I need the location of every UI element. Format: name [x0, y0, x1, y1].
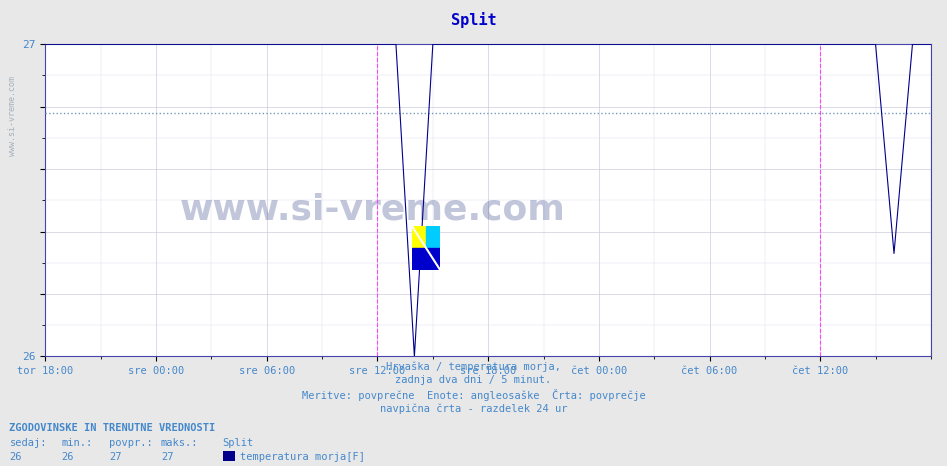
Text: povpr.:: povpr.: [109, 438, 152, 448]
Text: 27: 27 [161, 452, 173, 462]
Text: Hrvaška / temperatura morja,: Hrvaška / temperatura morja, [386, 361, 561, 372]
Text: www.si-vreme.com: www.si-vreme.com [8, 76, 17, 157]
Text: ZGODOVINSKE IN TRENUTNE VREDNOSTI: ZGODOVINSKE IN TRENUTNE VREDNOSTI [9, 423, 216, 432]
Polygon shape [412, 248, 440, 270]
Text: temperatura morja[F]: temperatura morja[F] [240, 452, 365, 462]
Text: 26: 26 [62, 452, 74, 462]
Text: www.si-vreme.com: www.si-vreme.com [180, 193, 566, 227]
Text: navpična črta - razdelek 24 ur: navpična črta - razdelek 24 ur [380, 403, 567, 414]
Text: 26: 26 [9, 452, 22, 462]
Text: 27: 27 [109, 452, 121, 462]
Text: Meritve: povprečne  Enote: angleosaške  Črta: povprečje: Meritve: povprečne Enote: angleosaške Čr… [302, 389, 645, 401]
Text: min.:: min.: [62, 438, 93, 448]
Text: maks.:: maks.: [161, 438, 199, 448]
Text: Split: Split [223, 438, 254, 448]
Polygon shape [412, 226, 426, 248]
Polygon shape [426, 226, 440, 248]
Text: zadnja dva dni / 5 minut.: zadnja dva dni / 5 minut. [396, 375, 551, 385]
Text: Split: Split [451, 12, 496, 27]
Text: sedaj:: sedaj: [9, 438, 47, 448]
